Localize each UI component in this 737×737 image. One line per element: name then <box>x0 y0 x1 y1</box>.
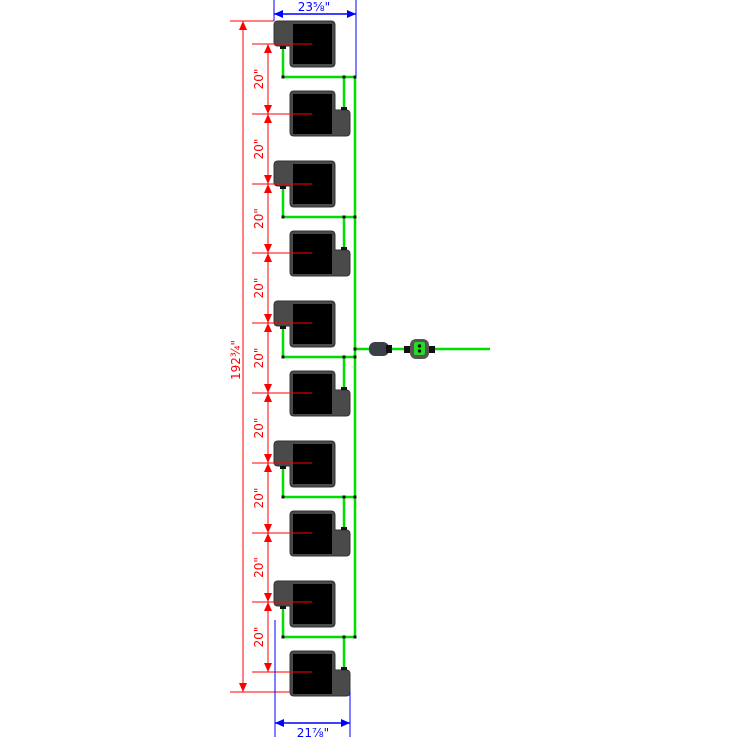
units-group <box>273 20 351 697</box>
arrowhead <box>347 10 356 18</box>
unit-reservoir <box>293 304 332 344</box>
arrowhead <box>264 44 272 53</box>
unit-connector <box>280 326 286 329</box>
unit-connector <box>280 46 286 49</box>
arrowhead <box>264 384 272 393</box>
arrowhead <box>264 253 272 262</box>
spacing-label: 20" <box>252 208 266 229</box>
dimensions-group: 20" 20" 20" 20" 20" 20" 20" 20" 20" 23⅝" 21⅞" 192¾" <box>229 0 357 737</box>
pot-unit-icon <box>289 650 351 697</box>
bottom-width-label: 21⅞" <box>297 726 329 737</box>
tee-fitting <box>342 635 346 639</box>
tee-fitting <box>353 635 357 639</box>
arrowhead <box>264 244 272 253</box>
spacing-label: 20" <box>252 69 266 90</box>
unit-connector <box>280 186 286 189</box>
arrowhead <box>264 393 272 402</box>
unit-reservoir <box>293 374 332 414</box>
spacing-label: 20" <box>252 418 266 439</box>
unit-connector <box>280 466 286 469</box>
pot-unit-icon <box>289 510 351 557</box>
pot-unit-icon <box>289 230 351 277</box>
top-width-label: 23⅝" <box>298 0 330 14</box>
pot-unit-icon <box>273 440 336 488</box>
arrowhead <box>239 21 247 30</box>
arrowhead <box>274 10 283 18</box>
unit-reservoir <box>293 654 332 694</box>
unit-reservoir <box>293 514 332 554</box>
tubing-group <box>281 49 490 667</box>
arrowhead <box>264 663 272 672</box>
tee-fitting <box>281 495 285 499</box>
arrowhead <box>264 114 272 123</box>
arrowhead <box>264 323 272 332</box>
spacing-label: 20" <box>252 139 266 160</box>
pot-unit-icon <box>273 580 336 628</box>
spacing-label: 20" <box>252 627 266 648</box>
unit-connector <box>341 107 347 110</box>
spacing-label: 20" <box>252 488 266 509</box>
unit-reservoir <box>293 584 332 624</box>
arrowhead <box>264 533 272 542</box>
arrowhead <box>264 463 272 472</box>
arrowhead <box>239 683 247 692</box>
arrowhead <box>264 524 272 533</box>
arrowhead <box>264 105 272 114</box>
tee-fitting <box>281 215 285 219</box>
arrowhead <box>275 719 284 727</box>
tee-fitting <box>342 215 346 219</box>
tee-fitting <box>353 355 357 359</box>
tee-fitting <box>342 355 346 359</box>
arrowhead <box>264 454 272 463</box>
arrowhead <box>264 175 272 184</box>
tee-fitting <box>353 347 357 351</box>
unit-connector <box>341 247 347 250</box>
tap-connector-icon[interactable] <box>404 339 435 359</box>
unit-connector <box>280 606 286 609</box>
tee-fitting <box>281 75 285 79</box>
spacing-label: 20" <box>252 278 266 299</box>
arrowhead <box>264 184 272 193</box>
pot-unit-icon <box>273 300 336 348</box>
tee-fitting <box>281 635 285 639</box>
total-height-label: 192¾" <box>229 340 243 380</box>
spacing-label: 20" <box>252 348 266 369</box>
arrowhead <box>264 314 272 323</box>
tee-fitting <box>353 75 357 79</box>
arrowhead <box>264 593 272 602</box>
tee-fitting <box>342 495 346 499</box>
unit-connector <box>341 387 347 390</box>
unit-connector <box>341 667 347 670</box>
arrowhead <box>341 719 350 727</box>
tee-fitting <box>281 355 285 359</box>
tee-fitting <box>353 495 357 499</box>
tee-fitting <box>342 75 346 79</box>
fittings-group <box>369 339 435 359</box>
unit-reservoir <box>293 444 332 484</box>
unit-reservoir <box>293 234 332 274</box>
inline-filter-icon[interactable] <box>369 342 392 356</box>
pot-unit-icon <box>289 370 351 417</box>
spacing-label: 20" <box>252 557 266 578</box>
unit-connector <box>341 527 347 530</box>
arrowhead <box>264 602 272 611</box>
tee-fitting <box>353 215 357 219</box>
